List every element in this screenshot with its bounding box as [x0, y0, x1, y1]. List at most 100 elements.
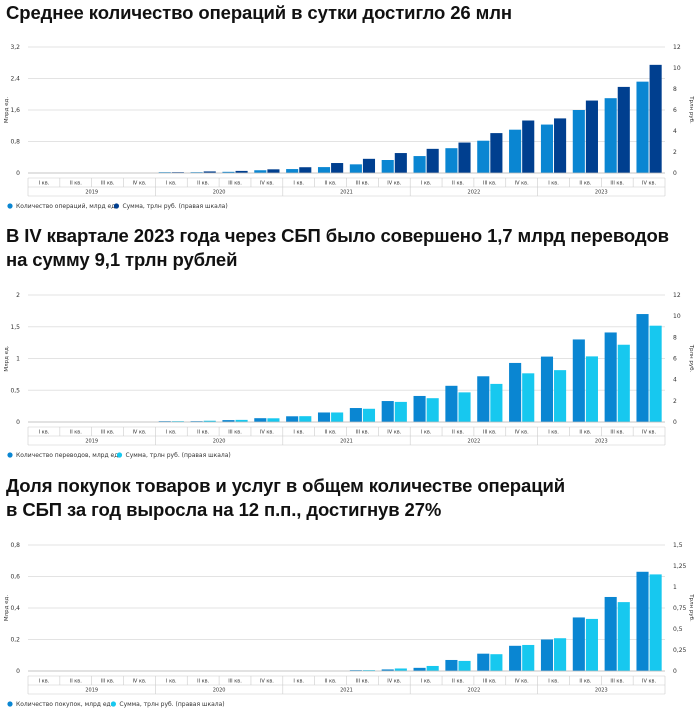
bar-series-2: [203, 171, 216, 173]
y-tick-label: 0,6: [10, 574, 20, 581]
y2-tick-label: 0: [673, 170, 677, 177]
bar-series-1: [509, 645, 522, 671]
bar-series-1: [349, 408, 362, 422]
y2-tick-label: 1,5: [673, 542, 683, 549]
quarter-label: II кв.: [579, 679, 592, 685]
quarter-label: II кв.: [325, 181, 338, 187]
quarter-label: III кв.: [610, 679, 624, 685]
y-axis-label: Млрд ед.: [4, 345, 10, 371]
quarter-label: IV кв.: [642, 679, 656, 685]
bar-series-2: [426, 148, 439, 173]
quarter-label: II кв.: [452, 679, 465, 685]
year-label: 2019: [85, 190, 98, 196]
chart3-title-line2: в СБП за год выросла на 12 п.п., достигн…: [6, 499, 442, 520]
quarter-label: IV кв.: [387, 181, 401, 187]
bar-series-1: [509, 129, 522, 173]
bar-series-2: [617, 602, 630, 671]
bar-series-1: [413, 667, 426, 671]
chart2: 0 0,5 1 1,5 2 0 2 4 6 8 10 12 Млрд ед. Трлн руб. I кв.…: [4, 292, 694, 459]
bar-series-2: [331, 412, 344, 422]
bar-series-1: [604, 596, 617, 671]
bar-series-2: [458, 660, 471, 671]
quarter-label: III кв.: [356, 181, 370, 187]
bar-series-2: [394, 153, 407, 173]
bar-series-1: [636, 571, 649, 671]
bar-series-2: [299, 416, 312, 422]
chart2-title-line2: на сумму 9,1 трлн рублей: [6, 249, 238, 270]
bar-series-1: [477, 140, 490, 173]
year-label: 2020: [213, 688, 226, 694]
bar-series-2: [585, 100, 598, 173]
y2-axis-label: Трлн руб.: [688, 95, 694, 124]
bar-series-2: [394, 401, 407, 422]
y2-tick-label: 0: [673, 419, 677, 426]
bar-series-1: [381, 160, 394, 173]
bar-series-2: [235, 419, 248, 422]
quarter-label: IV кв.: [515, 181, 529, 187]
quarter-label: I кв.: [39, 181, 50, 187]
y2-tick-label: 1,25: [673, 563, 687, 570]
bar-series-1: [572, 339, 585, 422]
bar-series-2: [394, 668, 407, 671]
year-label: 2022: [468, 688, 481, 694]
y2-tick-label: 0,25: [673, 647, 687, 654]
bar-series-2: [299, 167, 312, 173]
bar-series-1: [286, 169, 299, 173]
year-label: 2023: [595, 439, 608, 445]
quarter-label: I кв.: [39, 430, 50, 436]
quarter-label: IV кв.: [132, 679, 146, 685]
y-tick-label: 0: [16, 170, 20, 177]
quarter-label: III кв.: [101, 181, 115, 187]
legend-label-2: Сумма, трлн руб. (правая шкала): [122, 203, 227, 210]
legend-label-2: Сумма, трлн руб. (правая шкала): [126, 452, 231, 459]
quarter-label: III кв.: [483, 679, 497, 685]
bar-series-2: [458, 142, 471, 173]
legend-label-1: Количество операций, млрд ед.: [16, 203, 117, 210]
y-tick-label: 0,8: [10, 139, 20, 146]
quarter-label: III кв.: [101, 679, 115, 685]
quarter-label: IV кв.: [515, 679, 529, 685]
quarter-label: III кв.: [356, 430, 370, 436]
bar-series-1: [604, 98, 617, 173]
y2-tick-label: 8: [673, 86, 677, 93]
bar-series-2: [331, 163, 344, 173]
chart3-title-line1: Доля покупок товаров и услуг в общем кол…: [6, 475, 566, 496]
y-tick-label: 3,2: [10, 44, 20, 51]
quarter-label: III кв.: [610, 430, 624, 436]
bar-series-1: [540, 639, 554, 671]
bar-series-1: [254, 170, 267, 173]
bar-series-2: [617, 344, 630, 422]
legend-marker-1: [7, 203, 13, 209]
quarter-label: I кв.: [293, 430, 304, 436]
year-label: 2019: [85, 688, 98, 694]
quarter-label: II кв.: [197, 181, 210, 187]
bar-series-1: [254, 418, 267, 422]
legend-marker-2: [116, 452, 123, 458]
quarter-label: III кв.: [356, 679, 370, 685]
year-label: 2023: [595, 688, 608, 694]
y2-tick-label: 1: [673, 584, 677, 591]
quarter-label: IV кв.: [642, 181, 656, 187]
bar-series-2: [649, 64, 662, 173]
quarter-label: III кв.: [483, 430, 497, 436]
bar-series-1: [222, 420, 235, 422]
quarter-label: IV кв.: [132, 181, 146, 187]
bar-series-2: [649, 574, 662, 671]
y-tick-label: 0,4: [10, 605, 20, 612]
y-tick-label: 0: [16, 668, 20, 675]
bar-series-2: [458, 392, 471, 422]
bar-series-1: [413, 156, 426, 173]
bar-series-1: [636, 81, 649, 173]
quarter-label: II кв.: [325, 430, 338, 436]
chart3: 0 0,2 0,4 0,6 0,8 0 0,25 0,5 0,75 1 1,25 1,5 Млрд ед…: [4, 542, 694, 708]
y2-tick-label: 2: [673, 149, 677, 156]
year-label: 2022: [468, 190, 481, 196]
bar-series-1: [540, 356, 554, 422]
year-label: 2021: [340, 190, 353, 196]
bar-series-1: [509, 362, 522, 422]
bar-series-2: [235, 170, 248, 173]
bar-series-2: [522, 644, 535, 671]
quarter-label: I кв.: [166, 430, 177, 436]
quarter-label: IV кв.: [132, 430, 146, 436]
bar-series-1: [572, 617, 585, 671]
